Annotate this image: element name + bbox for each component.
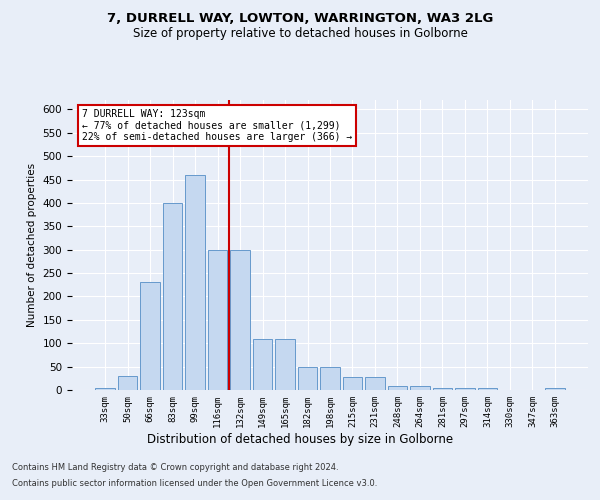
- Bar: [388, 386, 407, 390]
- Bar: [95, 388, 115, 390]
- Bar: [163, 203, 182, 390]
- Bar: [545, 388, 565, 390]
- Bar: [365, 377, 385, 390]
- Text: Contains HM Land Registry data © Crown copyright and database right 2024.: Contains HM Land Registry data © Crown c…: [12, 464, 338, 472]
- Text: Size of property relative to detached houses in Golborne: Size of property relative to detached ho…: [133, 28, 467, 40]
- Bar: [275, 338, 295, 390]
- Bar: [478, 388, 497, 390]
- Bar: [410, 386, 430, 390]
- Bar: [433, 388, 452, 390]
- Bar: [298, 366, 317, 390]
- Bar: [140, 282, 160, 390]
- Bar: [230, 250, 250, 390]
- Bar: [253, 338, 272, 390]
- Bar: [208, 250, 227, 390]
- Bar: [455, 388, 475, 390]
- Bar: [343, 377, 362, 390]
- Text: Distribution of detached houses by size in Golborne: Distribution of detached houses by size …: [147, 432, 453, 446]
- Y-axis label: Number of detached properties: Number of detached properties: [27, 163, 37, 327]
- Bar: [185, 175, 205, 390]
- Text: 7, DURRELL WAY, LOWTON, WARRINGTON, WA3 2LG: 7, DURRELL WAY, LOWTON, WARRINGTON, WA3 …: [107, 12, 493, 26]
- Bar: [118, 376, 137, 390]
- Text: 7 DURRELL WAY: 123sqm
← 77% of detached houses are smaller (1,299)
22% of semi-d: 7 DURRELL WAY: 123sqm ← 77% of detached …: [82, 108, 353, 142]
- Bar: [320, 366, 340, 390]
- Text: Contains public sector information licensed under the Open Government Licence v3: Contains public sector information licen…: [12, 478, 377, 488]
